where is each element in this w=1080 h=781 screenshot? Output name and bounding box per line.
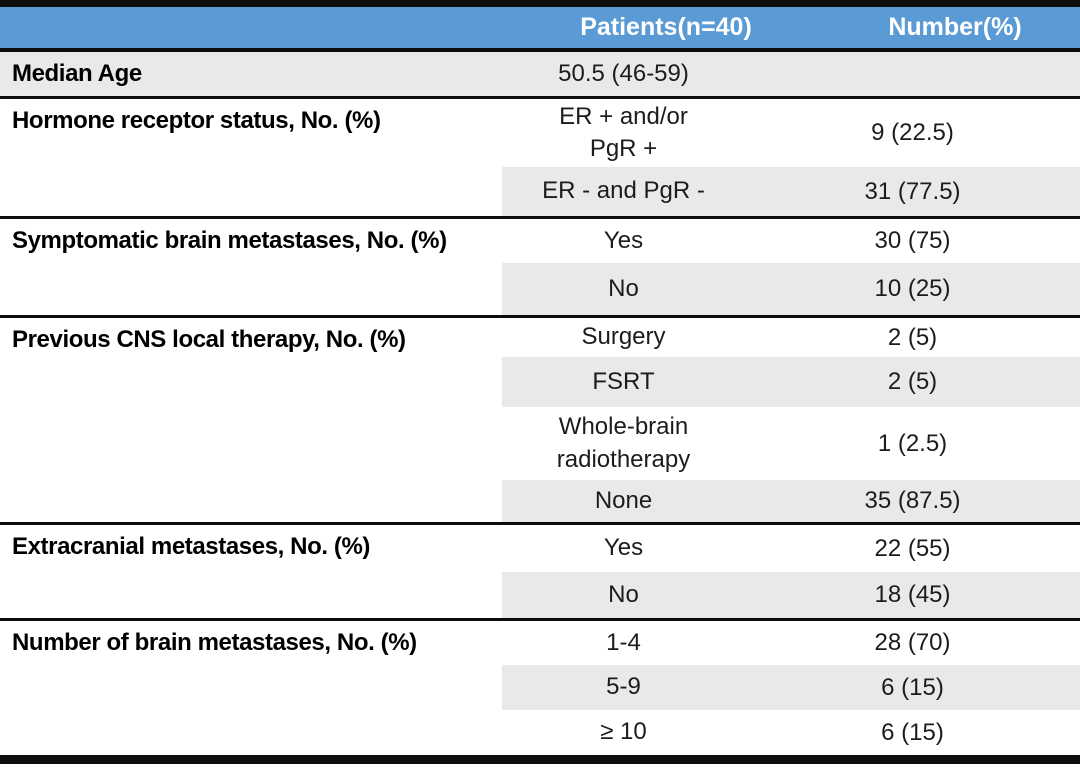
section-rows: 50.5 (46-59) [502, 52, 1080, 96]
table-row: ≥ 10 6 (15) [502, 710, 1080, 755]
value-cell: 1-4 [606, 628, 641, 656]
header-number-label: Number(%) [888, 13, 1022, 41]
table-row: Whole-brain radiotherapy 1 (2.5) [502, 407, 1080, 480]
table-row: ER - and PgR - 31 (77.5) [502, 167, 1080, 216]
number-cell: 28 (70) [874, 629, 951, 656]
number-cell: 10 (25) [874, 275, 951, 302]
header-number-cell: Number(%) [830, 13, 1080, 42]
value-cell: ≥ 10 [600, 718, 647, 746]
table-row: ER + and/or PgR + 9 (22.5) [502, 99, 1080, 167]
number-cell: 1 (2.5) [877, 429, 948, 457]
number-cell: 22 (55) [874, 534, 951, 562]
row-label: Previous CNS local therapy, No. (%) [12, 326, 406, 353]
number-cell [745, 52, 1080, 96]
table-row: FSRT 2 (5) [502, 357, 1080, 407]
number-cell: 31 (77.5) [864, 177, 961, 205]
value-cell: ER - and PgR - [542, 177, 705, 205]
value-cell: FSRT [592, 367, 655, 395]
table-row: 50.5 (46-59) [502, 52, 1080, 96]
table-row: No 10 (25) [502, 263, 1080, 315]
value-cell: No [608, 580, 639, 608]
number-cell: 18 (45) [874, 581, 951, 608]
value-cell: Surgery [581, 323, 666, 351]
patient-characteristics-table: Patients(n=40) Number(%) Median Age 50.5… [0, 0, 1080, 764]
section-rows: Yes 22 (55) No 18 (45) [502, 525, 1080, 618]
section-rows: 1-4 28 (70) 5-9 6 (15) ≥ 10 6 (15) [502, 621, 1080, 755]
table-row: Yes 30 (75) [502, 219, 1080, 263]
table-header-row: Patients(n=40) Number(%) [0, 7, 1080, 52]
section-extracranial-metastases: Extracranial metastases, No. (%) Yes 22 … [0, 522, 1080, 618]
number-cell: 9 (22.5) [871, 119, 954, 146]
value-cell: Yes [603, 226, 644, 254]
table-row: 5-9 6 (15) [502, 665, 1080, 710]
value-cell: Yes [603, 534, 644, 562]
header-patients-label: Patients(n=40) [580, 13, 752, 41]
row-label: Symptomatic brain metastases, No. (%) [12, 227, 447, 254]
section-median-age: Median Age 50.5 (46-59) [0, 52, 1080, 96]
value-cell: None [594, 486, 653, 514]
table-row: 1-4 28 (70) [502, 621, 1080, 665]
table-row: No 18 (45) [502, 572, 1080, 618]
section-rows: Yes 30 (75) No 10 (25) [502, 219, 1080, 315]
number-cell: 2 (5) [887, 368, 938, 395]
number-cell: 30 (75) [874, 227, 951, 254]
number-cell: 35 (87.5) [864, 487, 961, 514]
value-cell: Whole-brain radiotherapy [556, 413, 691, 473]
header-patients-cell: Patients(n=40) [502, 13, 830, 42]
table-row: Yes 22 (55) [502, 525, 1080, 572]
number-cell: 2 (5) [887, 323, 938, 351]
number-cell: 6 (15) [881, 718, 944, 746]
value-cell: No [608, 274, 639, 302]
section-number-of-brain-metastases: Number of brain metastases, No. (%) 1-4 … [0, 618, 1080, 755]
section-rows: Surgery 2 (5) FSRT 2 (5) Whole-brain rad… [502, 318, 1080, 522]
section-hormone-receptor-status: Hormone receptor status, No. (%) ER + an… [0, 96, 1080, 216]
value-cell: ER + and/or PgR + [559, 102, 688, 162]
section-rows: ER + and/or PgR + 9 (22.5) ER - and PgR … [502, 99, 1080, 216]
row-label: Number of brain metastases, No. (%) [12, 629, 417, 656]
table-row: None 35 (87.5) [502, 480, 1080, 522]
bottom-rule [0, 755, 1080, 764]
value-cell: 50.5 (46-59) [558, 59, 689, 87]
section-symptomatic-brain-metastases: Symptomatic brain metastases, No. (%) Ye… [0, 216, 1080, 315]
table-row: Surgery 2 (5) [502, 318, 1080, 357]
section-previous-cns-local-therapy: Previous CNS local therapy, No. (%) Surg… [0, 315, 1080, 522]
value-cell: 5-9 [606, 673, 641, 701]
row-label: Median Age [12, 59, 142, 87]
row-label: Extracranial metastases, No. (%) [12, 533, 371, 560]
number-cell: 6 (15) [881, 673, 944, 701]
top-rule [0, 0, 1080, 7]
row-label: Hormone receptor status, No. (%) [12, 107, 381, 134]
